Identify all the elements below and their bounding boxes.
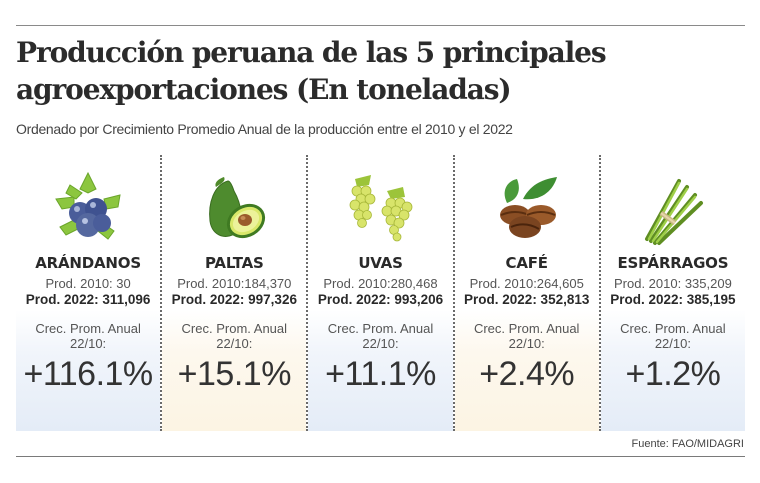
production-2010: Prod. 2010:264,605	[469, 276, 584, 291]
page-title: Producción peruana de las 5 principales …	[16, 36, 607, 106]
asparagus-icon	[601, 167, 745, 249]
production-2010: Prod. 2010: 335,209	[614, 276, 732, 291]
product-card-uvas: UVAS Prod. 2010:280,468 Prod. 2022: 993,…	[306, 155, 453, 431]
product-name: ARÁNDANOS	[35, 254, 141, 272]
product-name: UVAS	[358, 254, 403, 272]
products-grid: ARÁNDANOS Prod. 2010: 30 Prod. 2022: 311…	[16, 155, 746, 431]
growth-label: Crec. Prom. Anual 22/10:	[473, 321, 580, 351]
product-card-cafe: CAFÉ Prod. 2010:264,605 Prod. 2022: 352,…	[452, 155, 599, 431]
card-background	[600, 310, 746, 431]
product-card-esparragos: ESPÁRRAGOS Prod. 2010: 335,209 Prod. 202…	[598, 155, 746, 431]
growth-label: Crec. Prom. Anual 22/10:	[620, 321, 726, 351]
growth-value: +116.1%	[23, 355, 154, 393]
product-card-arandanos: ARÁNDANOS Prod. 2010: 30 Prod. 2022: 311…	[16, 155, 161, 431]
product-name: PALTAS	[205, 254, 264, 272]
card-background	[308, 310, 453, 431]
growth-value: +15.1%	[177, 355, 292, 393]
growth-label: Crec. Prom. Anual 22/10:	[327, 321, 434, 351]
card-background	[454, 310, 599, 431]
source-note: Fuente: FAO/MIDAGRI	[631, 438, 744, 450]
production-2022: Prod. 2022: 385,195	[610, 292, 736, 307]
card-background	[16, 310, 161, 431]
page-subtitle: Ordenado por Crecimiento Promedio Anual …	[16, 121, 513, 137]
production-2010: Prod. 2010:280,468	[323, 276, 438, 291]
production-2022: Prod. 2022: 993,206	[317, 292, 444, 307]
grapes-icon	[308, 167, 452, 249]
product-name: CAFÉ	[505, 254, 549, 272]
product-card-paltas: PALTAS Prod. 2010:184,370 Prod. 2022: 99…	[160, 155, 307, 431]
growth-value: +11.1%	[325, 355, 436, 393]
top-divider	[16, 25, 745, 26]
growth-value: +1.2%	[625, 355, 721, 393]
avocado-icon	[162, 167, 306, 249]
production-2010: Prod. 2010: 30	[45, 276, 131, 291]
product-name: ESPÁRRAGOS	[617, 254, 729, 272]
growth-label: Crec. Prom. Anual 22/10:	[181, 321, 288, 351]
blueberries-icon	[16, 167, 160, 249]
card-background	[162, 310, 307, 431]
growth-value: +2.4%	[479, 355, 575, 393]
production-2010: Prod. 2010:184,370	[177, 276, 292, 291]
production-2022: Prod. 2022: 997,326	[171, 292, 297, 307]
coffee-beans-icon	[455, 167, 599, 249]
growth-label: Crec. Prom. Anual 22/10:	[35, 321, 141, 351]
production-2022: Prod. 2022: 311,096	[25, 292, 151, 307]
production-2022: Prod. 2022: 352,813	[464, 292, 590, 307]
bottom-divider	[16, 456, 745, 457]
